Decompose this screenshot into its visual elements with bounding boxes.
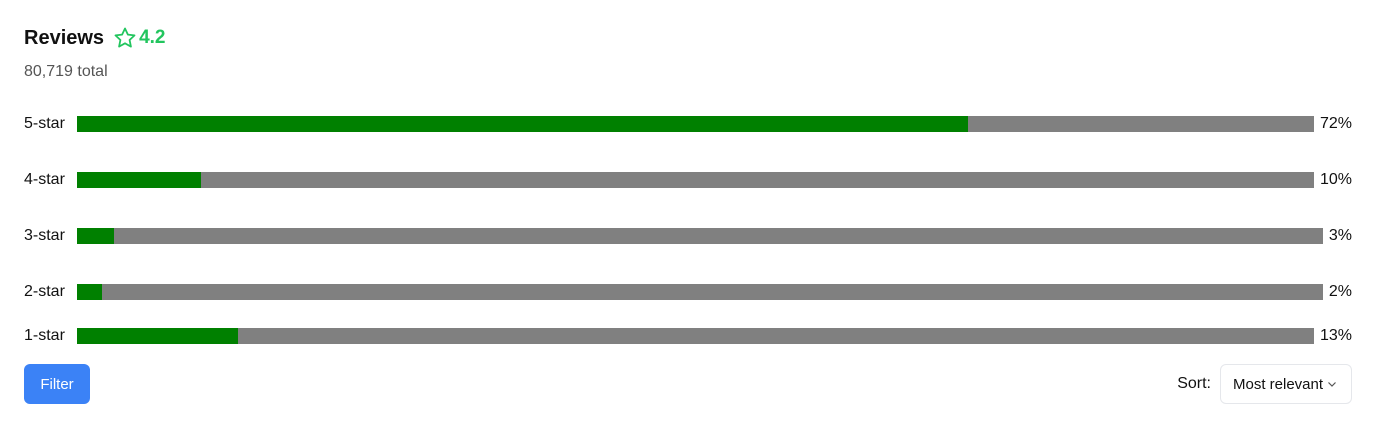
rating-row-5[interactable]: 5-star 72%	[24, 100, 1352, 148]
page-title: Reviews	[24, 27, 105, 49]
sort-control: Sort: Most relevant	[1177, 364, 1352, 404]
total-reviews: 80,719 total	[24, 63, 108, 80]
rating-bar-fill	[77, 328, 238, 344]
chevron-down-icon	[1327, 376, 1337, 393]
filter-button[interactable]: Filter	[24, 364, 90, 404]
sort-label: Sort:	[1177, 375, 1211, 392]
rating-row-label: 5-star	[24, 115, 65, 132]
rating-bar	[77, 284, 1323, 300]
rating-bar-fill	[77, 172, 201, 188]
rating-percent: 72%	[1319, 115, 1352, 132]
rating-row-label: 1-star	[24, 327, 65, 344]
rating-bar	[77, 116, 1314, 132]
rating-bar	[77, 228, 1323, 244]
rating-bar-fill	[77, 284, 102, 300]
rating-row-3[interactable]: 3-star 3%	[24, 212, 1352, 260]
rating-distribution: 5-star 72% 4-star 10% 3-star 3% 2-star 2…	[24, 100, 1352, 360]
rating-row-label: 3-star	[24, 227, 65, 244]
star-icon	[113, 26, 137, 50]
rating-bar	[77, 172, 1314, 188]
reviews-header: Reviews 4.2	[24, 24, 165, 52]
rating-percent: 2%	[1328, 283, 1352, 300]
rating-bar	[77, 328, 1314, 344]
sort-value: Most relevant	[1233, 375, 1324, 393]
rating-row-label: 4-star	[24, 171, 65, 188]
sort-select[interactable]: Most relevant	[1220, 364, 1352, 404]
rating-percent: 13%	[1319, 327, 1352, 344]
average-rating: 4.2	[139, 27, 166, 48]
rating-row-4[interactable]: 4-star 10%	[24, 156, 1352, 204]
rating-percent: 10%	[1319, 171, 1352, 188]
reviews-footer: Filter Sort: Most relevant	[24, 364, 1352, 404]
rating-bar-fill	[77, 116, 968, 132]
rating-row-1[interactable]: 1-star 13%	[24, 320, 1352, 352]
rating-row-label: 2-star	[24, 283, 65, 300]
rating-row-2[interactable]: 2-star 2%	[24, 268, 1352, 316]
rating-percent: 3%	[1328, 227, 1352, 244]
rating-bar-fill	[77, 228, 115, 244]
